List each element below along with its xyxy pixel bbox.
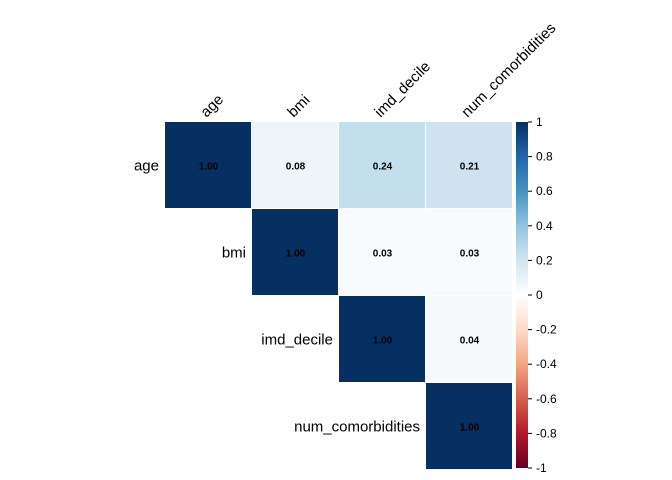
- cell-age-age: [165, 122, 251, 208]
- colorbar-gradient: [516, 122, 528, 468]
- cell-value-num_comorbidities-num_comorbidities: 1.00: [460, 423, 480, 434]
- cell-imd_decile-imd_decile: [339, 296, 425, 382]
- cell-bmi-num_comorbidities: [426, 209, 512, 295]
- col-label-age: age: [197, 91, 227, 121]
- cell-num_comorbidities-num_comorbidities: [426, 383, 512, 469]
- cell-value-bmi-num_comorbidities: 0.03: [460, 249, 480, 260]
- cell-value-imd_decile-imd_decile: 1.00: [373, 336, 393, 347]
- column-labels: age bmi imd_decile num_comorbidities: [197, 20, 559, 121]
- cell-value-bmi-bmi: 1.00: [286, 249, 306, 260]
- cell-imd_decile-num_comorbidities: [426, 296, 512, 382]
- cell-value-imd_decile-num_comorbidities: 0.04: [460, 336, 480, 347]
- col-label-num_comorbidities: num_comorbidities: [458, 20, 559, 121]
- cell-value-age-imd_decile: 0.24: [373, 162, 393, 173]
- colorbar-tick-label: 0.8: [536, 150, 553, 164]
- cell-age-num_comorbidities: [426, 122, 512, 208]
- col-label-imd_decile: imd_decile: [371, 58, 434, 121]
- colorbar-tick-label: 0.2: [536, 253, 553, 267]
- colorbar-tick-label: -0.2: [536, 323, 557, 337]
- colorbar-tick-label: -0.4: [536, 357, 557, 371]
- row-label-imd_decile: imd_decile: [261, 332, 333, 349]
- colorbar-tick-label: 0.6: [536, 184, 553, 198]
- row-label-num_comorbidities: num_comorbidities: [294, 419, 420, 436]
- cell-value-age-num_comorbidities: 0.21: [460, 162, 480, 173]
- cell-bmi-bmi: [252, 209, 338, 295]
- correlation-cells: 1.00 0.08 0.24 0.21 1.00 0.03 0.03 1.00 0.04 1.00: [165, 122, 512, 469]
- colorbar-tick-label: -0.8: [536, 426, 557, 440]
- cell-value-age-age: 1.00: [199, 162, 219, 173]
- colorbar-tick-label: -0.6: [536, 392, 557, 406]
- colorbar-tick-label: 0.4: [536, 219, 553, 233]
- cell-value-bmi-imd_decile: 0.03: [373, 249, 393, 260]
- cell-age-imd_decile: [339, 122, 425, 208]
- colorbar-tick-label: 0: [536, 288, 543, 302]
- colorbar-tick-label: 1: [536, 115, 543, 129]
- row-labels: age bmi imd_decile num_comorbidities: [134, 158, 420, 436]
- row-label-bmi: bmi: [222, 245, 246, 262]
- cell-age-bmi: [252, 122, 338, 208]
- colorbar-tick-label: -1: [536, 461, 547, 475]
- row-label-age: age: [134, 158, 159, 175]
- cell-value-age-bmi: 0.08: [286, 162, 306, 173]
- cell-bmi-imd_decile: [339, 209, 425, 295]
- colorbar: 1 0.8 0.6 0.4 0.2 0 -0.2 -0.4 -0.6 -0.8 -1: [516, 115, 557, 475]
- col-label-bmi: bmi: [284, 92, 313, 121]
